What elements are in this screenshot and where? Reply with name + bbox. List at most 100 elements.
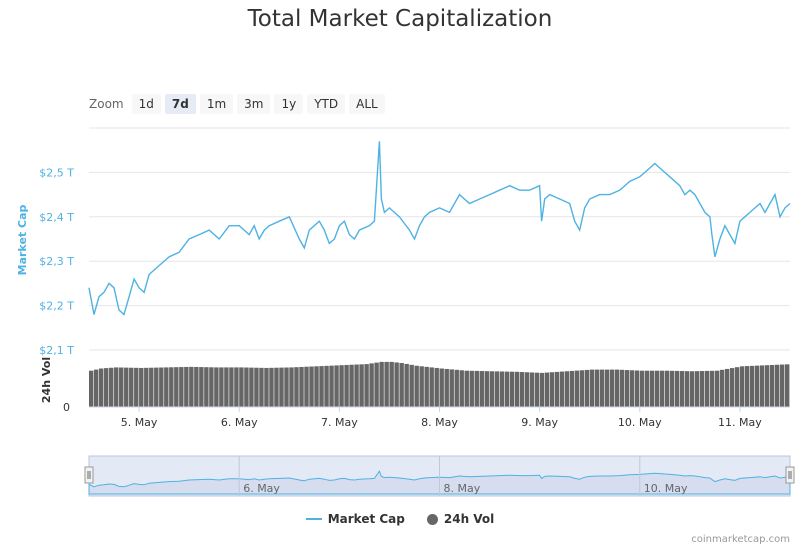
volume-bar	[739, 366, 745, 407]
volume-bar	[259, 367, 264, 407]
volume-bar	[539, 372, 545, 407]
volume-bar	[129, 367, 134, 407]
volume-bar	[734, 367, 740, 407]
volume-bar	[689, 371, 695, 407]
volume-bar	[489, 371, 494, 407]
volume-bar	[89, 370, 94, 407]
volume-bar	[329, 365, 334, 407]
x-tick-label: 5. May	[121, 416, 158, 429]
gridlines	[89, 127, 790, 351]
volume-bar	[239, 367, 244, 407]
y-axis-label-volume: 24h Vol	[40, 357, 53, 403]
volume-bar	[459, 370, 464, 407]
volume-bar	[639, 370, 645, 407]
navigator-tick-label: 10. May	[644, 482, 688, 495]
volume-bar	[474, 370, 479, 407]
volume-bar	[499, 371, 504, 407]
y-tick-label: $2,2 T	[39, 300, 74, 313]
legend-dot-symbol	[426, 513, 438, 525]
volume-bar	[109, 367, 114, 407]
volume-bar	[134, 367, 139, 407]
x-tick-label: 9. May	[521, 416, 558, 429]
market-cap-line[interactable]	[88, 141, 791, 316]
zoom-all-button[interactable]: ALL	[349, 94, 385, 114]
volume-bar	[184, 366, 189, 407]
volume-bar	[514, 371, 520, 407]
volume-bar	[569, 370, 575, 407]
zoom-ytd-button[interactable]: YTD	[307, 94, 346, 114]
volume-bar	[729, 368, 735, 407]
volume-bar	[719, 369, 725, 407]
legend-label-volume: 24h Vol	[443, 512, 495, 526]
volume-bar	[524, 372, 530, 407]
volume-bar	[759, 365, 765, 407]
volume-bar	[769, 364, 775, 407]
volume-bar	[644, 370, 650, 407]
zoom-1d-button[interactable]: 1d	[131, 94, 161, 114]
volume-bar	[699, 371, 705, 407]
volume-bar	[419, 366, 424, 407]
volume-bar	[584, 369, 590, 407]
volume-bar	[754, 365, 760, 407]
volume-bar	[784, 364, 790, 407]
navigator-left-handle[interactable]	[84, 466, 94, 484]
volume-bar	[94, 369, 99, 407]
navigator[interactable]: 6. May 8. May 10. May	[84, 455, 795, 497]
zoom-1m-button[interactable]: 1m	[199, 94, 234, 114]
volume-bar	[309, 366, 314, 407]
volume-bar	[574, 370, 580, 407]
volume-bar	[224, 367, 229, 407]
volume-bar	[249, 367, 254, 407]
legend-label-market-cap: Market Cap	[327, 512, 405, 526]
credits[interactable]: coinmarketcap.com	[691, 534, 790, 545]
volume-bar	[494, 371, 499, 407]
volume-bar	[139, 367, 144, 407]
x-tick-label: 7. May	[321, 416, 358, 429]
volume-bar	[614, 369, 620, 407]
x-tick-label: 8. May	[421, 416, 458, 429]
volume-bar	[434, 367, 439, 407]
volume-bar	[564, 371, 570, 407]
volume-bar	[724, 368, 730, 407]
zoom-bar: Zoom 1d 7d 1m 3m 1y YTD ALL	[89, 93, 385, 115]
volume-bar	[519, 372, 525, 407]
volume-bar	[289, 367, 294, 407]
volume-bar	[204, 367, 209, 407]
zoom-3m-button[interactable]: 3m	[237, 94, 271, 114]
zoom-1y-button[interactable]: 1y	[274, 94, 304, 114]
volume-bar	[749, 365, 755, 407]
volume-bar	[549, 372, 555, 407]
volume-bar	[189, 366, 194, 407]
volume-bar	[504, 371, 509, 407]
volume-bar	[219, 367, 224, 407]
volume-bar	[389, 361, 394, 407]
volume-bar	[209, 367, 214, 407]
volume-bar	[344, 364, 349, 407]
volume-bar	[114, 367, 119, 407]
navigator-ticks: 6. May 8. May 10. May	[238, 456, 688, 496]
navigator-tick-label: 6. May	[243, 482, 280, 495]
zoom-7d-button[interactable]: 7d	[164, 94, 196, 114]
volume-bar	[714, 370, 720, 407]
volume-bar	[659, 370, 665, 407]
navigator-tick-label: 8. May	[444, 482, 481, 495]
volume-bar	[669, 370, 675, 407]
volume-bar	[579, 370, 585, 407]
navigator-right-handle[interactable]	[785, 466, 795, 484]
volume-bar	[229, 367, 234, 407]
volume-bar	[324, 365, 329, 407]
volume-bar	[404, 363, 409, 407]
zoom-label: Zoom	[89, 97, 124, 111]
volume-bar	[244, 367, 249, 407]
volume-bar	[624, 370, 630, 407]
volume-bar	[684, 371, 690, 407]
volume-bar	[339, 365, 344, 407]
y-axis-ticks: $2,1 T $2,2 T $2,3 T $2,4 T $2,5 T 0	[39, 166, 74, 414]
volume-bar	[544, 372, 550, 407]
legend-item-market-cap[interactable]: Market Cap	[305, 512, 405, 526]
volume-bar	[119, 367, 124, 407]
x-tick-label: 10. May	[618, 416, 662, 429]
legend-item-volume[interactable]: 24h Vol	[426, 512, 495, 526]
volume-bar	[589, 369, 595, 407]
